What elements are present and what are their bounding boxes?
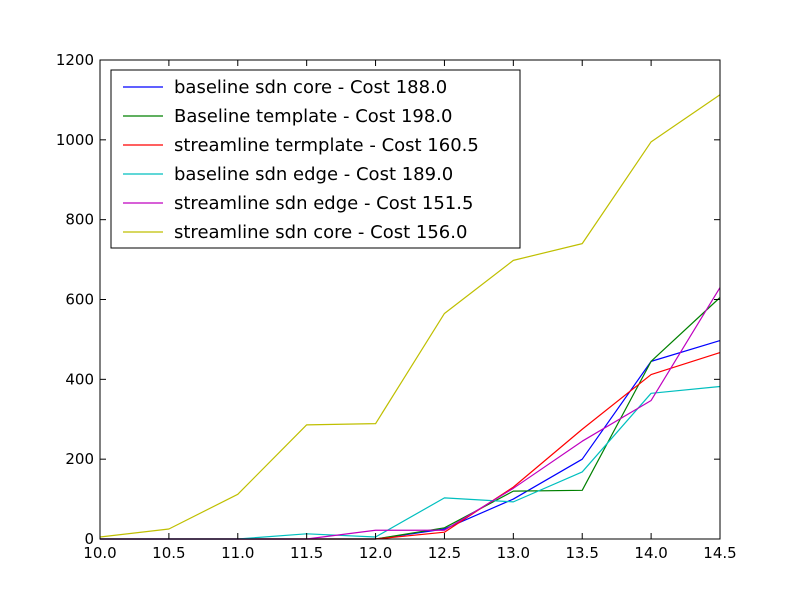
y-tick-label: 1000: [56, 131, 94, 149]
legend-box: [110, 69, 521, 249]
x-tick-label: 14.5: [703, 544, 736, 562]
y-tick-label: 200: [65, 450, 94, 468]
x-tick-label: 12.0: [359, 544, 392, 562]
y-tick-label: 400: [65, 370, 94, 388]
legend-label: streamline sdn core - Cost 156.0: [174, 222, 467, 243]
legend-label: Baseline template - Cost 198.0: [174, 106, 453, 127]
x-tick-label: 10.5: [152, 544, 185, 562]
legend-label: baseline sdn core - Cost 188.0: [174, 77, 447, 98]
legend: baseline sdn core - Cost 188.0 Baseline t…: [110, 69, 521, 249]
x-tick-label: 14.0: [634, 544, 667, 562]
legend-label: streamline sdn edge - Cost 151.5: [174, 193, 473, 214]
y-tick-label: 600: [65, 291, 94, 309]
x-tick-label: 11.0: [221, 544, 254, 562]
legend-label: streamline termplate - Cost 160.5: [174, 135, 479, 156]
x-tick-label: 13.5: [566, 544, 599, 562]
x-tick-label: 10.0: [83, 544, 116, 562]
legend-label: baseline sdn edge - Cost 189.0: [174, 164, 453, 185]
x-tick-label: 11.5: [290, 544, 323, 562]
y-tick-label: 800: [65, 211, 94, 229]
y-tick-label: 1200: [56, 51, 94, 69]
x-tick-label: 12.5: [428, 544, 461, 562]
tick-layer: 10.0 10.5 11.0 11.5 12.0 12.5 13.0 13.5 14.0 14.5…: [56, 51, 737, 562]
y-tick-label: 0: [84, 530, 94, 548]
plot-frame: [99, 59, 721, 540]
x-tick-label: 13.0: [497, 544, 530, 562]
series-line-6: [99, 94, 721, 538]
